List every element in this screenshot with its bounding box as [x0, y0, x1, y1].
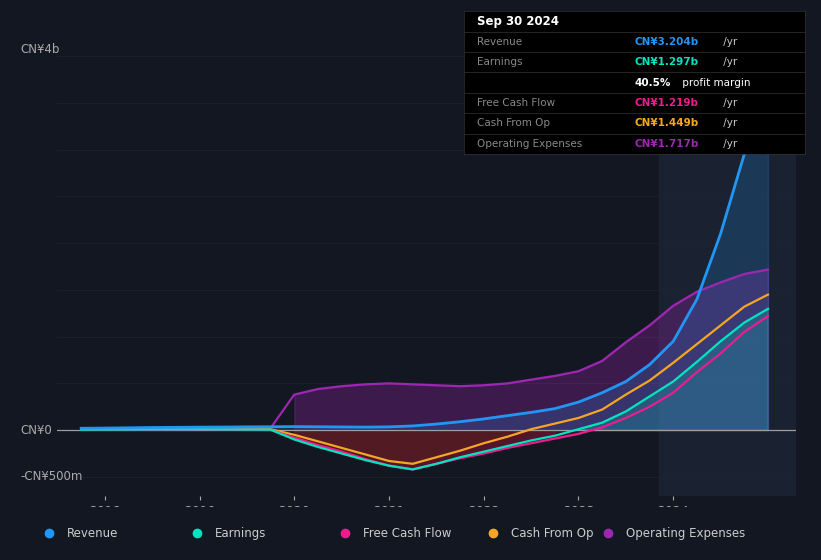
- Text: Free Cash Flow: Free Cash Flow: [478, 98, 556, 108]
- Text: CN¥0: CN¥0: [21, 423, 53, 437]
- Text: Cash From Op: Cash From Op: [511, 527, 593, 540]
- Text: profit margin: profit margin: [678, 78, 750, 87]
- Text: CN¥4b: CN¥4b: [21, 43, 60, 56]
- Text: CN¥1.449b: CN¥1.449b: [635, 118, 699, 128]
- Text: Sep 30 2024: Sep 30 2024: [478, 15, 559, 28]
- Text: -CN¥500m: -CN¥500m: [21, 470, 83, 483]
- Text: 40.5%: 40.5%: [635, 78, 671, 87]
- Text: CN¥1.219b: CN¥1.219b: [635, 98, 698, 108]
- Text: /yr: /yr: [720, 37, 737, 47]
- Text: /yr: /yr: [720, 118, 737, 128]
- Text: Earnings: Earnings: [478, 57, 523, 67]
- Text: /yr: /yr: [720, 57, 737, 67]
- Bar: [659, 28, 796, 496]
- Text: CN¥1.297b: CN¥1.297b: [635, 57, 699, 67]
- Text: Cash From Op: Cash From Op: [478, 118, 551, 128]
- Text: Earnings: Earnings: [215, 527, 267, 540]
- Text: /yr: /yr: [720, 139, 737, 149]
- Text: /yr: /yr: [720, 98, 737, 108]
- Text: CN¥1.717b: CN¥1.717b: [635, 139, 699, 149]
- Text: Revenue: Revenue: [478, 37, 523, 47]
- Text: Revenue: Revenue: [67, 527, 119, 540]
- Text: Operating Expenses: Operating Expenses: [626, 527, 745, 540]
- Text: Operating Expenses: Operating Expenses: [478, 139, 583, 149]
- Text: CN¥3.204b: CN¥3.204b: [635, 37, 699, 47]
- Text: Free Cash Flow: Free Cash Flow: [363, 527, 452, 540]
